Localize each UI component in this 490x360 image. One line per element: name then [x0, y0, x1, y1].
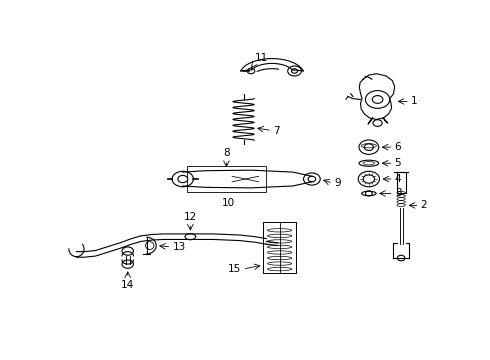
- Text: 3: 3: [394, 188, 401, 198]
- Bar: [187, 166, 267, 192]
- Text: 6: 6: [394, 142, 401, 152]
- Text: 14: 14: [121, 280, 134, 290]
- Text: 11: 11: [255, 53, 269, 63]
- Text: 12: 12: [184, 212, 197, 222]
- Text: 13: 13: [172, 242, 186, 252]
- Text: 7: 7: [273, 126, 280, 135]
- Text: 2: 2: [420, 201, 427, 210]
- Bar: [264, 222, 296, 273]
- Text: 4: 4: [394, 174, 401, 184]
- Text: 15: 15: [227, 264, 241, 274]
- Text: 5: 5: [394, 158, 401, 168]
- Text: 1: 1: [411, 96, 417, 107]
- Bar: [396, 172, 406, 193]
- Text: 10: 10: [222, 198, 235, 208]
- Text: 8: 8: [223, 148, 230, 158]
- Text: 9: 9: [334, 178, 341, 188]
